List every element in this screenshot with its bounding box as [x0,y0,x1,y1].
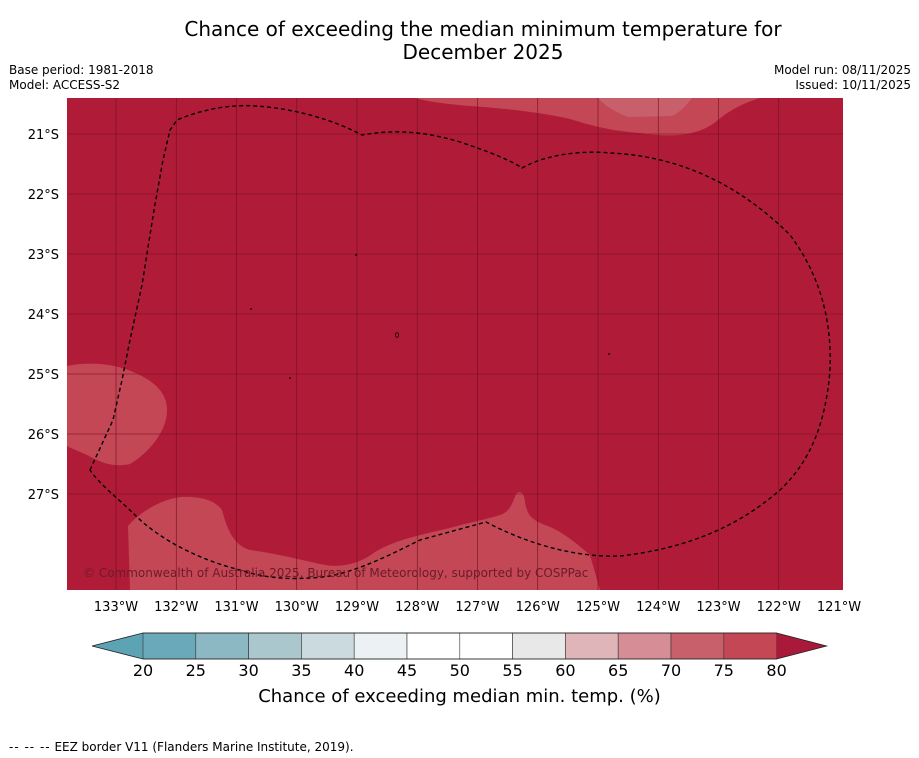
longitude-label: 123°W [696,600,740,615]
colorbar-label: Chance of exceeding median min. temp. (%… [258,686,661,707]
colorbar-bin [723,632,777,660]
colorbar-over-triangle [776,633,827,659]
issued-date: Issued: 10/11/2025 [795,78,911,92]
longitude-label: 127°W [455,600,499,615]
latitude-label: 25°S [28,368,59,383]
island-mark [250,308,252,310]
colorbar-bin [195,632,249,660]
latitude-label: 24°S [28,308,59,323]
patch-south-75 [128,492,600,590]
meta-right: Model run: 08/11/2025 Issued: 10/11/2025 [774,63,911,93]
patch-west-75 [67,363,168,466]
colorbar-bin [617,632,672,660]
longitude-label: 125°W [576,600,620,615]
eez-legend-symbol: -- -- -- [9,740,51,754]
latitude-label: 21°S [28,128,59,143]
longitude-label: 130°W [275,600,319,615]
island-mark [394,332,399,338]
longitude-labels: 133°W 132°W 131°W 130°W 129°W 128°W 127°W 126°W… [94,600,861,615]
colorbar-tick-label: 80 [766,661,786,680]
longitude-label: 132°W [154,600,198,615]
colorbar-tick-label: 70 [661,661,681,680]
copyright-text: © Commonwealth of Australia 2025, Bureau… [83,566,588,580]
longitude-label: 126°W [516,600,560,615]
colorbar-under-triangle [92,633,143,659]
colorbar-bin [406,632,461,660]
footnote: -- -- -- EEZ border V11 (Flanders Marine… [9,740,354,754]
map-field [67,98,843,590]
model-name: Model: ACCESS-S2 [9,78,121,92]
colorbar-tick-label: 40 [344,661,364,680]
longitude-label: 122°W [757,600,801,615]
latitude-label: 26°S [28,428,59,443]
eez-legend-text: EEZ border V11 (Flanders Marine Institut… [54,740,354,754]
colorbar-bin [142,632,197,660]
patch-top-70 [598,98,692,117]
latitude-label: 23°S [28,248,59,263]
colorbar-tick-label: 55 [502,661,522,680]
latitude-labels: 21°S 22°S 23°S 24°S 25°S 26°S 27°S [28,128,59,503]
colorbar-tick-label: 35 [291,661,311,680]
eez-border [89,104,831,580]
longitude-label: 121°W [817,600,861,615]
colorbar-bin [670,632,725,660]
colorbar-bin [301,632,355,660]
map-gridlines [67,98,843,590]
colorbar-bin [565,632,619,660]
longitude-label: 124°W [636,600,680,615]
longitude-label: 129°W [335,600,379,615]
colorbar-bin [459,632,513,660]
colorbar-bin [353,632,408,660]
latitude-label: 22°S [28,188,59,203]
colorbar-tick-label: 50 [450,661,470,680]
island-mark [608,353,610,355]
title-line-2: December 2025 [402,40,564,64]
colorbar-bin [248,632,302,660]
colorbar-tick-label: 60 [555,661,575,680]
island-mark [355,254,357,256]
colorbar-tick-label: 45 [397,661,417,680]
colorbar-tick-label: 25 [186,661,206,680]
island-marks [250,254,610,379]
longitude-label: 128°W [395,600,439,615]
island-mark [289,377,291,379]
colorbar-tick-label: 65 [608,661,628,680]
longitude-label: 133°W [94,600,138,615]
meta-left: Base period: 1981-2018 Model: ACCESS-S2 [9,63,154,93]
colorbar-bin [512,632,566,660]
latitude-label: 27°S [28,488,59,503]
chart-title: Chance of exceeding the median minimum t… [0,18,919,64]
title-line-1: Chance of exceeding the median minimum t… [184,17,782,41]
colorbar-outline [91,632,829,660]
longitude-label: 131°W [214,600,258,615]
colorbar: 20 25 30 35 40 45 50 55 60 65 70 75 80 [91,632,829,680]
colorbar-tick-label: 30 [238,661,258,680]
colorbar-tick-label: 75 [714,661,734,680]
model-run: Model run: 08/11/2025 [773,63,911,77]
base-period: Base period: 1981-2018 [9,63,154,77]
colorbar-tick-label: 20 [133,661,153,680]
